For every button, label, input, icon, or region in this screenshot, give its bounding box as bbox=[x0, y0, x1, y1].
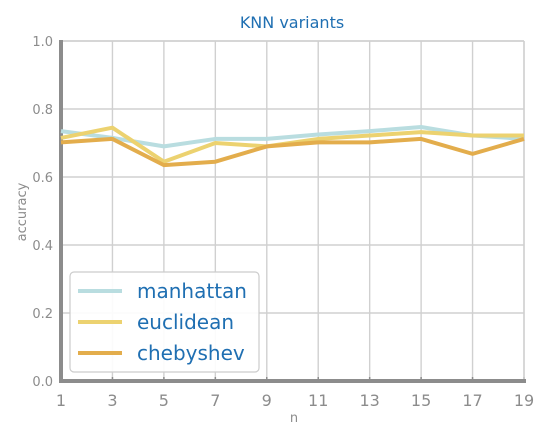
legend-box bbox=[69, 271, 260, 373]
y-tick-label: 0.0 bbox=[32, 375, 53, 390]
y-tick-label: 1.0 bbox=[32, 35, 53, 50]
y-axis-label: accuracy bbox=[15, 182, 30, 241]
x-tick-label: 11 bbox=[308, 391, 328, 410]
tick-labels: 1 3 5 7 9 11 13 15 17 190.00.20.40.60.81.0 bbox=[32, 35, 534, 410]
series-line-manhattan bbox=[60, 125, 525, 149]
y-tick-label: 0.6 bbox=[32, 171, 53, 186]
x-axis-label: n bbox=[290, 411, 298, 426]
y-tick-label: 0.2 bbox=[32, 307, 53, 322]
legend-label-chebyshev: chebyshev bbox=[137, 341, 245, 365]
x-tick-label: 15 bbox=[411, 391, 431, 410]
x-tick-label: 17 bbox=[462, 391, 482, 410]
legend: manhattan euclidean chebyshev bbox=[69, 271, 260, 373]
legend-label-manhattan: manhattan bbox=[137, 279, 247, 303]
x-tick-label: 9 bbox=[262, 391, 272, 410]
chart-title: KNN variants bbox=[240, 13, 344, 32]
x-tick-label: 5 bbox=[159, 391, 169, 410]
x-tick-label: 13 bbox=[359, 391, 379, 410]
x-tick-label: 1 bbox=[56, 391, 66, 410]
legend-label-euclidean: euclidean bbox=[137, 310, 234, 334]
series-lines bbox=[60, 125, 525, 168]
y-tick-label: 0.8 bbox=[32, 103, 53, 118]
x-tick-label: 19 bbox=[514, 391, 534, 410]
axes bbox=[59, 40, 526, 383]
series-line-chebyshev bbox=[60, 136, 525, 168]
x-tick-label: 3 bbox=[107, 391, 117, 410]
x-tick-label: 7 bbox=[210, 391, 220, 410]
y-tick-label: 0.4 bbox=[32, 239, 53, 254]
